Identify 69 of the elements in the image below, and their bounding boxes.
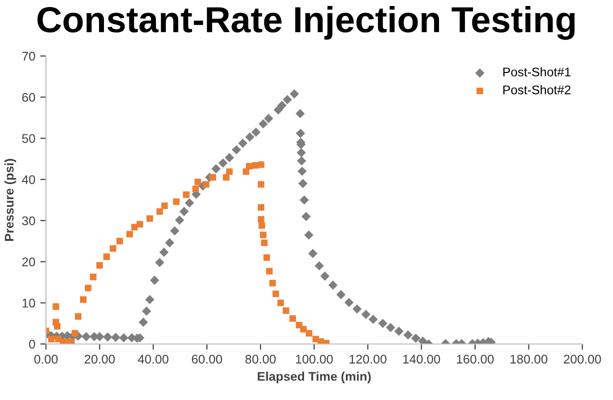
point bbox=[52, 303, 60, 310]
y-tick-label: 70 bbox=[22, 52, 36, 61]
point bbox=[173, 198, 180, 205]
point bbox=[182, 191, 190, 198]
x-axis-title: Elapsed Time (min) bbox=[258, 372, 371, 384]
y-tick-label: 20 bbox=[22, 258, 36, 266]
point bbox=[258, 222, 266, 229]
point bbox=[306, 330, 312, 337]
point bbox=[261, 240, 268, 246]
point bbox=[194, 178, 202, 186]
point bbox=[84, 284, 92, 292]
point bbox=[161, 202, 168, 210]
y-axis-title: Pressure (psi) bbox=[4, 158, 16, 241]
point bbox=[258, 216, 264, 223]
point bbox=[226, 168, 233, 175]
point bbox=[72, 330, 78, 337]
point bbox=[116, 238, 123, 244]
x-tick-label: 80.00 bbox=[245, 354, 276, 364]
y-tick-label: 50 bbox=[22, 134, 36, 143]
point bbox=[277, 300, 284, 306]
point bbox=[258, 204, 264, 211]
point bbox=[246, 163, 253, 170]
point bbox=[242, 168, 250, 175]
point bbox=[110, 245, 116, 252]
y-tick-label: 60 bbox=[22, 92, 36, 102]
point bbox=[222, 174, 230, 181]
x-tick-label: 20.00 bbox=[84, 354, 115, 364]
x-tick-label: 0.00 bbox=[34, 354, 58, 364]
point bbox=[126, 230, 133, 238]
point bbox=[202, 181, 210, 188]
x-tick-label: 40.00 bbox=[138, 354, 168, 364]
point bbox=[192, 186, 199, 192]
x-tick-label: 160.00 bbox=[456, 354, 494, 364]
point bbox=[74, 313, 82, 320]
point bbox=[90, 274, 96, 280]
legend-label: Post-Shot#1 bbox=[503, 67, 570, 76]
point bbox=[258, 161, 264, 168]
x-tick-label: 120.00 bbox=[350, 354, 386, 364]
point bbox=[282, 307, 290, 314]
point bbox=[210, 174, 216, 181]
point bbox=[263, 254, 270, 261]
x-tick-label: 60.00 bbox=[192, 354, 222, 364]
point bbox=[156, 208, 163, 215]
y-tick-label: 30 bbox=[22, 216, 36, 226]
point bbox=[289, 315, 296, 322]
point bbox=[146, 215, 154, 222]
y-tick-label: 0 bbox=[29, 340, 36, 349]
point bbox=[269, 280, 276, 286]
y-tick-label: 40 bbox=[22, 175, 36, 184]
point bbox=[136, 221, 144, 228]
point bbox=[266, 268, 273, 274]
point bbox=[54, 323, 60, 330]
chart-title: Constant-Rate Injection Testing bbox=[37, 6, 575, 40]
x-tick-label: 180.00 bbox=[510, 354, 548, 364]
point bbox=[68, 338, 75, 344]
x-tick-label: 200.00 bbox=[564, 354, 601, 364]
legend-label: Post-Shot#2 bbox=[503, 85, 570, 94]
point bbox=[80, 296, 87, 303]
point bbox=[300, 326, 307, 332]
point bbox=[260, 232, 266, 238]
x-tick-label: 140.00 bbox=[403, 354, 440, 364]
point bbox=[103, 254, 110, 260]
point bbox=[96, 262, 103, 269]
x-tick-label: 100.00 bbox=[296, 354, 333, 364]
point bbox=[272, 290, 280, 298]
point bbox=[48, 336, 55, 342]
point bbox=[258, 181, 264, 188]
point bbox=[252, 162, 258, 169]
y-tick-label: 10 bbox=[22, 298, 36, 308]
